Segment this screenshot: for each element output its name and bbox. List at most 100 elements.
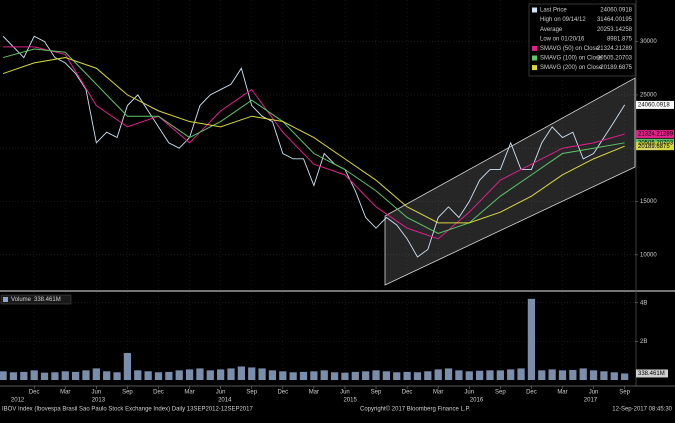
moving-average-line bbox=[2, 57, 625, 224]
volume-bar bbox=[569, 369, 577, 380]
legend-value: 20189.6875 bbox=[600, 65, 632, 71]
volume-bar bbox=[527, 298, 536, 380]
volume-bar bbox=[589, 370, 598, 380]
legend-label: SMAVG (50) on Close bbox=[540, 46, 600, 52]
x-tick-label: Mar bbox=[60, 390, 70, 396]
x-tick-label: Mar bbox=[433, 390, 443, 396]
trend-channel bbox=[384, 77, 636, 286]
x-year-label: 2015 bbox=[343, 398, 357, 404]
x-tick-label: Mar bbox=[309, 390, 319, 396]
volume-last-tag bbox=[636, 369, 668, 378]
x-tick-label: Jun bbox=[464, 390, 474, 396]
x-year-label: 2016 bbox=[470, 398, 484, 404]
volume-bar bbox=[196, 368, 204, 380]
legend-label: Average bbox=[540, 27, 563, 33]
volume-bar bbox=[393, 372, 401, 380]
x-year-label: 2017 bbox=[584, 398, 598, 404]
last-value-tag bbox=[636, 130, 674, 139]
volume-bar bbox=[268, 370, 277, 380]
volume-bar bbox=[248, 367, 256, 380]
x-tick-label: Jun bbox=[91, 390, 101, 396]
volume-legend-box bbox=[0, 294, 72, 305]
legend-value: 20253.14258 bbox=[597, 27, 633, 33]
last-value-tag-label: 24060.0918 bbox=[638, 102, 670, 108]
footer-left: IBOV Index (Ibovespa Brasil Sao Paulo St… bbox=[2, 407, 253, 413]
moving-average-line bbox=[2, 48, 625, 235]
last-value-tag-label: 21324.21289 bbox=[638, 132, 674, 138]
x-tick-label: Jun bbox=[589, 390, 599, 396]
volume-bar bbox=[507, 369, 515, 380]
volume-bar bbox=[92, 368, 100, 380]
volume-bar bbox=[258, 368, 266, 380]
volume-bar bbox=[538, 370, 546, 380]
x-tick-label: Mar bbox=[184, 390, 194, 396]
volume-bar bbox=[362, 371, 370, 380]
legend-swatch bbox=[532, 55, 537, 61]
volume-bar bbox=[455, 370, 463, 380]
legend-label: SMAVG (200) on Close bbox=[540, 65, 603, 71]
x-year-label: 2014 bbox=[218, 398, 232, 404]
volume-bar bbox=[465, 371, 473, 380]
volume-bar bbox=[206, 370, 214, 380]
volume-legend-value: 338.461M bbox=[34, 297, 61, 303]
legend-label: SMAVG (100) on Close bbox=[540, 56, 603, 62]
last-value-tag-label: 20505.20703 bbox=[638, 140, 674, 146]
x-tick-label: Dec bbox=[29, 390, 40, 396]
volume-bar bbox=[486, 370, 494, 380]
x-tick-label: Dec bbox=[526, 390, 537, 396]
x-tick-label: Mar bbox=[557, 390, 567, 396]
volume-bar bbox=[558, 370, 567, 380]
volume-bar bbox=[40, 372, 49, 380]
volume-bar bbox=[475, 370, 484, 380]
footer-center: Copyright© 2017 Bloomberg Finance L.P. bbox=[360, 406, 471, 413]
x-tick-label: Dec bbox=[153, 390, 164, 396]
x-year-label: 2013 bbox=[92, 398, 106, 404]
x-tick-label: Jun bbox=[340, 390, 350, 396]
volume-bar bbox=[123, 352, 132, 380]
x-tick-label: Sep bbox=[246, 390, 257, 396]
x-tick-label: Dec bbox=[402, 390, 413, 396]
legend-swatch bbox=[532, 7, 537, 13]
grid-layer bbox=[0, 0, 635, 380]
legend-label: Low on 01/20/16 bbox=[540, 36, 585, 42]
x-year-label: 2012 bbox=[11, 398, 25, 404]
volume-bar bbox=[621, 373, 629, 380]
volume-bar bbox=[279, 371, 287, 380]
x-tick-label: Jun bbox=[216, 390, 226, 396]
volume-tick-label: 4B bbox=[640, 300, 647, 306]
volume-bar bbox=[434, 369, 442, 380]
x-tick-label: Sep bbox=[122, 390, 133, 396]
y-tick-label: 15000 bbox=[640, 199, 657, 205]
volume-bar bbox=[403, 371, 411, 380]
volume-bar bbox=[237, 366, 245, 380]
x-tick-label: Sep bbox=[495, 390, 506, 396]
legend: Last Price 24060.0918 High on 09/14/12 3146… bbox=[532, 7, 633, 71]
volume-bar bbox=[548, 369, 556, 380]
volume-bar bbox=[227, 368, 235, 380]
volume-bar bbox=[600, 371, 608, 380]
volume-bar bbox=[517, 368, 525, 380]
volume-last-tag-label: 338.461M bbox=[638, 371, 665, 377]
y-tick-label: 10000 bbox=[640, 252, 657, 258]
volume-bar bbox=[165, 371, 173, 380]
volume-bar bbox=[103, 371, 111, 380]
legend-value: 31464.00195 bbox=[597, 17, 633, 23]
volume-bar bbox=[289, 372, 297, 380]
legend-value: 20505.20703 bbox=[597, 56, 633, 62]
volume-tick-label: 2B bbox=[640, 339, 647, 345]
volume-bar bbox=[444, 368, 453, 380]
volume-legend-swatch bbox=[3, 297, 8, 302]
legend-value: 21324.21289 bbox=[597, 46, 633, 52]
volume-bar bbox=[30, 370, 38, 380]
legend-swatch bbox=[532, 45, 537, 51]
volume-bar bbox=[413, 372, 422, 380]
legend-box bbox=[528, 3, 636, 77]
volume-bar bbox=[61, 371, 69, 380]
y-tick-label: 20000 bbox=[640, 146, 657, 152]
x-tick-label: Sep bbox=[619, 390, 630, 396]
volume-bar bbox=[382, 371, 391, 380]
volume-bar bbox=[185, 369, 194, 380]
volume-bar bbox=[0, 371, 7, 380]
x-tick-label: Sep bbox=[371, 390, 382, 396]
